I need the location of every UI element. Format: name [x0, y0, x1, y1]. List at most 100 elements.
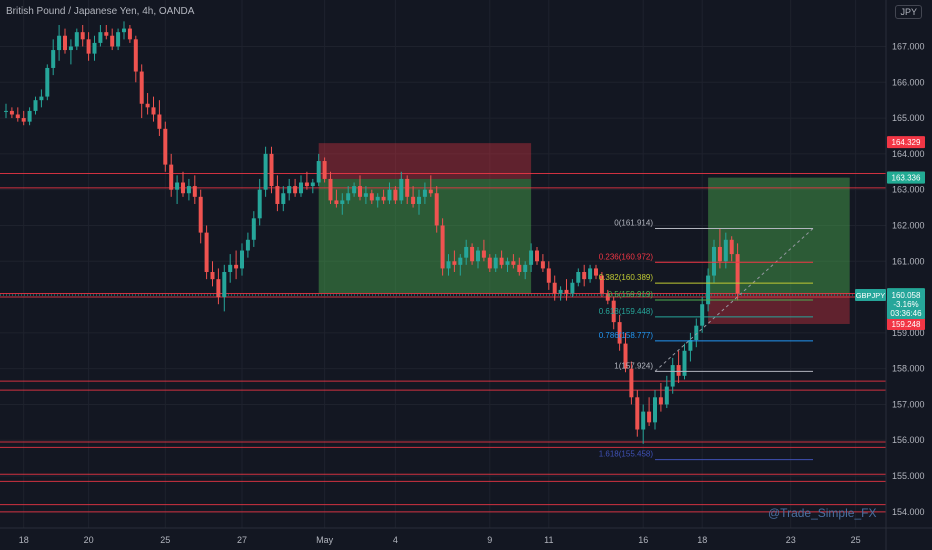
fib-level-label: 1(157.924): [614, 361, 653, 370]
watermark: @Trade_Simple_FX: [768, 506, 877, 520]
candle-body: [204, 232, 209, 272]
price-tick-label: 154.000: [892, 507, 925, 517]
candle-body: [86, 39, 91, 54]
time-tick-label: 25: [851, 535, 861, 545]
candle-body: [458, 257, 463, 265]
time-tick-label: 23: [786, 535, 796, 545]
price-tick-label: 159.000: [892, 328, 925, 338]
candle-body: [74, 32, 79, 47]
candle-body: [694, 325, 699, 341]
price-tick-label: 167.000: [892, 41, 925, 51]
candle-body: [304, 182, 309, 187]
candle-body: [234, 264, 239, 269]
candle-body: [145, 103, 150, 108]
candle-body: [263, 153, 268, 190]
current-price-label: 160.058: [892, 291, 921, 300]
currency-button[interactable]: JPY: [895, 5, 922, 19]
bar-countdown-label: 03:36:46: [890, 309, 922, 318]
candle-body: [653, 397, 657, 423]
candle-body: [511, 261, 516, 265]
candle-body: [434, 193, 439, 226]
price-badge-label: 164.329: [892, 138, 921, 147]
candle-body: [505, 261, 510, 265]
candle-body: [576, 272, 581, 283]
fib-level-label: 0.382(160.389): [599, 273, 654, 282]
candle-body: [228, 264, 233, 272]
candle-body: [723, 239, 728, 262]
candle-body: [588, 268, 593, 280]
price-tick-label: 162.000: [892, 220, 925, 230]
candle-body: [334, 200, 339, 204]
time-tick-label: 25: [160, 535, 170, 545]
candle-body: [169, 164, 174, 190]
candle-body: [80, 32, 85, 40]
time-tick-label: 4: [393, 535, 398, 545]
candle-body: [316, 161, 321, 183]
price-badge-label: 159.248: [892, 320, 921, 329]
candle-body: [664, 386, 669, 405]
candle-body: [582, 272, 587, 280]
candle-body: [269, 153, 274, 187]
candle-body: [310, 182, 315, 187]
candle-body: [564, 289, 569, 294]
fib-level-label: 1.618(155.458): [599, 450, 654, 459]
candle-body: [210, 272, 215, 280]
candle-body: [192, 186, 197, 197]
candle-body: [151, 107, 156, 115]
candle-body: [186, 186, 191, 194]
symbol-badge: [855, 288, 886, 301]
candle-body: [611, 300, 616, 323]
candle-body: [594, 268, 598, 276]
candle-body: [635, 397, 640, 430]
candle-body: [92, 42, 97, 54]
candle-body: [163, 128, 168, 165]
candle-body: [487, 257, 492, 269]
candle-body: [181, 182, 185, 194]
candle-body: [523, 264, 528, 272]
candle-body: [287, 186, 292, 194]
candle-body: [552, 282, 557, 294]
candle-body: [517, 264, 522, 272]
time-tick-label: 18: [697, 535, 707, 545]
price-badge: [887, 317, 925, 330]
candle-body: [658, 397, 663, 405]
candle-body: [617, 322, 622, 344]
candle-body: [369, 193, 374, 201]
candle-body: [428, 189, 433, 194]
candle-body: [375, 196, 380, 201]
candle-body: [358, 186, 362, 197]
price-tick-label: 166.000: [892, 77, 925, 87]
price-badge-label: 163.336: [892, 174, 921, 183]
current-price-badge: [887, 288, 925, 319]
candle-body: [127, 28, 132, 40]
fib-level-label: 0.786(158.777): [599, 331, 654, 340]
price-tick-label: 157.000: [892, 399, 925, 409]
price-tick-label: 155.000: [892, 471, 925, 481]
candle-body: [240, 250, 244, 269]
candle-body: [493, 257, 498, 269]
candle-body: [33, 100, 38, 111]
candle-body: [245, 239, 250, 251]
candle-body: [216, 279, 221, 298]
candle-body: [682, 350, 687, 376]
price-tick-label: 164.000: [892, 149, 925, 159]
price-badge: [887, 171, 925, 184]
candle-body: [411, 196, 416, 204]
candle-body: [275, 186, 280, 204]
candle-body: [399, 178, 404, 201]
candle-body: [735, 254, 740, 294]
time-tick-label: 18: [19, 535, 29, 545]
candle-body: [535, 250, 539, 262]
candle-body: [363, 193, 368, 197]
candle-body: [387, 189, 392, 201]
candle-body: [481, 250, 486, 258]
candle-body: [676, 365, 681, 376]
candle-body: [257, 189, 262, 219]
candle-body: [476, 250, 480, 262]
candle-body: [700, 304, 705, 326]
candle-body: [440, 225, 445, 269]
candle-body: [110, 35, 115, 47]
candle-body: [452, 261, 457, 265]
